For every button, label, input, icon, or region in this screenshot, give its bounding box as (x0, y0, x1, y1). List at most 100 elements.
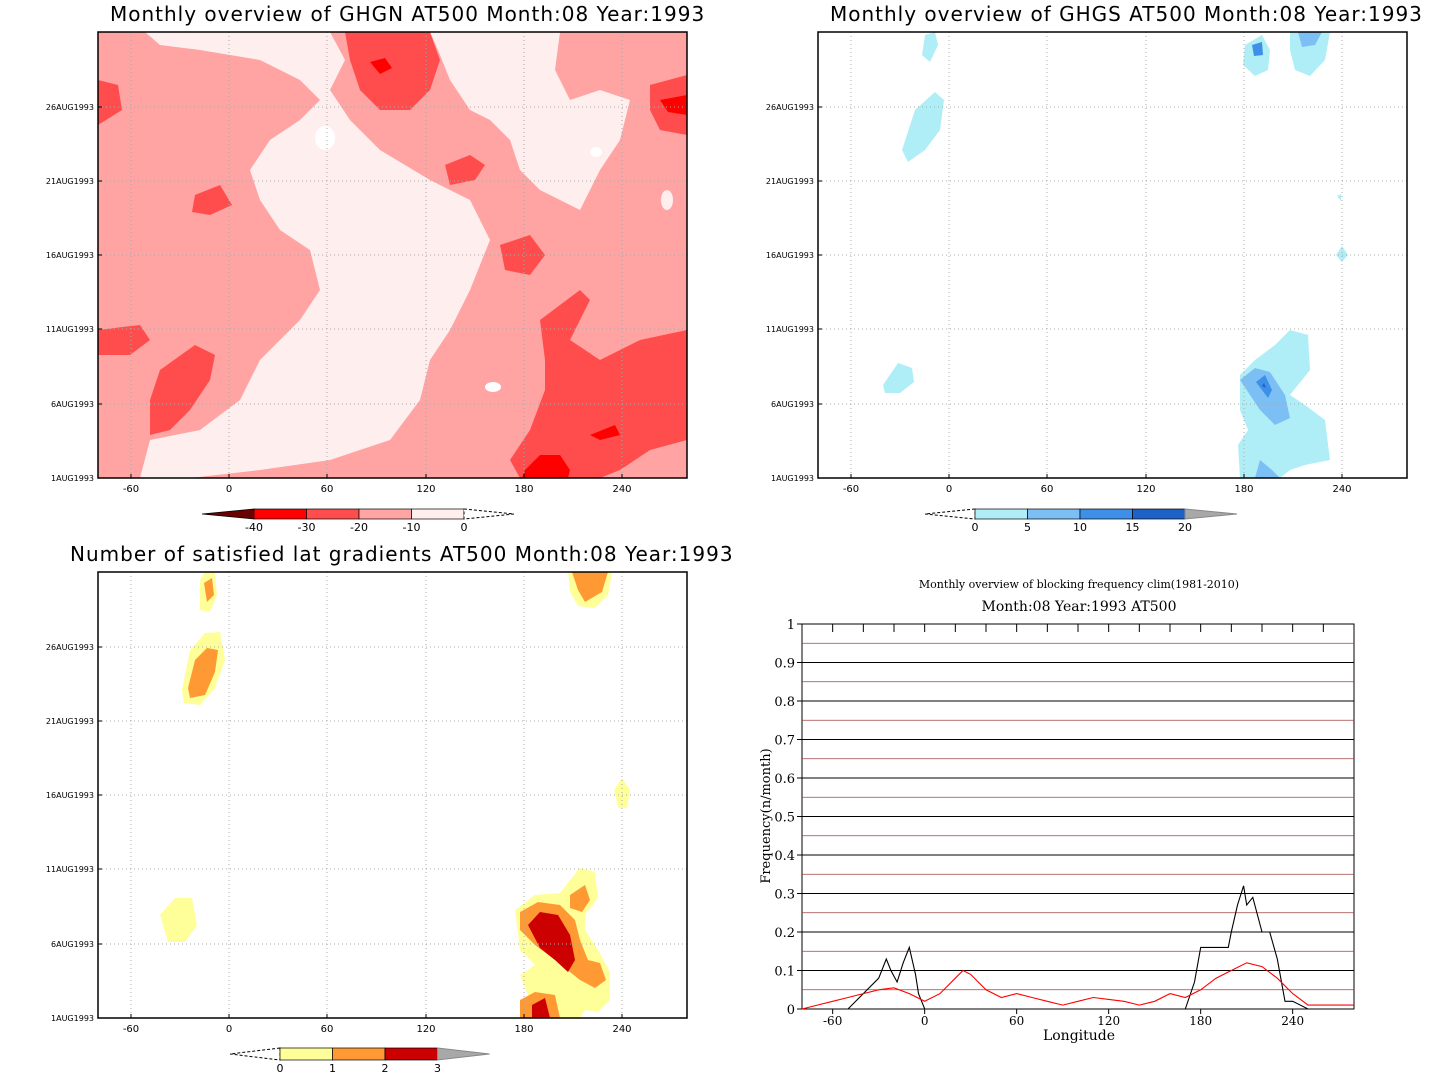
colorbar-label: 0 (972, 521, 979, 534)
ghgn-contour-field (98, 32, 687, 478)
colorbar-label: -30 (298, 521, 316, 534)
panel1-title: Monthly overview of GHGN AT500 Month:08 … (110, 2, 706, 26)
colorbar-segment (253, 508, 307, 520)
colorbar-label: 10 (1073, 521, 1087, 534)
colorbar-extend-right (463, 508, 515, 520)
x-tick-label: 240 (1332, 484, 1351, 495)
colorbar-label: 0 (461, 521, 468, 534)
panel3-title: Number of satisfied lat gradients AT500 … (70, 542, 734, 566)
y-tick-label: 1AUG1993 (51, 474, 94, 483)
x-tick-label: 0 (946, 484, 952, 495)
ghgs-grid (818, 32, 1407, 478)
x-tick-label: 60 (321, 1024, 334, 1035)
x-tick-label: -60 (123, 484, 139, 495)
y-tick-label: 0.6 (774, 772, 795, 787)
colorbar-label: 3 (434, 1062, 441, 1075)
x-tick-label: 180 (514, 484, 533, 495)
colorbar-extend-right (1184, 508, 1238, 520)
x-tick-label: 240 (612, 1024, 631, 1035)
x-tick-label: -60 (823, 1014, 842, 1028)
line-chart-title: Monthly overview of blocking frequency c… (919, 578, 1239, 591)
colorbar-extend-left (229, 1047, 281, 1061)
colorbar-ghgs: 0 5 10 15 20 (924, 508, 1238, 534)
y-tick-label: 0.2 (774, 926, 795, 941)
y-tick-label: 26AUG1993 (46, 103, 94, 112)
y-tick-label: 21AUG1993 (766, 177, 814, 186)
x-tick-label: 120 (416, 1024, 435, 1035)
panel2-title: Monthly overview of GHGS AT500 Month:08 … (830, 2, 1423, 26)
x-tick-label: 240 (1281, 1014, 1304, 1028)
colorbar-label: -40 (245, 521, 263, 534)
x-tick-label: 180 (514, 1024, 533, 1035)
line-chart-ylabel: Frequency(n/month) (759, 748, 774, 883)
x-tick-label: 60 (321, 484, 334, 495)
colorbar-segment (411, 508, 465, 520)
x-tick-label: -60 (123, 1024, 139, 1035)
y-tick-label: 0 (787, 1003, 795, 1018)
x-tick-label: 60 (1041, 484, 1054, 495)
colorbar-segment (1132, 508, 1186, 520)
colorbar-label: 1 (329, 1062, 336, 1075)
x-tick-label: -60 (843, 484, 859, 495)
series-line-red (801, 962, 1354, 1010)
y-tick-label: 6AUG1993 (51, 940, 94, 949)
colorbar-segment (279, 1047, 333, 1061)
x-tick-label: 120 (416, 484, 435, 495)
y-tick-label: 26AUG1993 (766, 103, 814, 112)
x-tick-label: 180 (1189, 1014, 1212, 1028)
colorbar-label: 20 (1178, 521, 1192, 534)
colorbar-label: 15 (1126, 521, 1140, 534)
colorbar-gradients: 0 1 2 3 (229, 1047, 490, 1075)
colorbar-ghgn: -40 -30 -20 -10 0 (201, 508, 515, 534)
colorbar-label: 0 (277, 1062, 284, 1075)
y-tick-label: 16AUG1993 (766, 251, 814, 260)
colorbar-label: 2 (382, 1062, 389, 1075)
gradients-grid (98, 572, 687, 1018)
y-tick-label: 0.4 (774, 849, 795, 864)
series-line-black (802, 885, 1354, 1010)
x-tick-label: 0 (226, 484, 232, 495)
x-tick-label: 60 (1009, 1014, 1024, 1028)
y-tick-label: 0.7 (774, 734, 795, 749)
y-tick-label: 6AUG1993 (771, 400, 814, 409)
y-tick-label: 11AUG1993 (46, 865, 94, 874)
y-tick-label: 0.9 (774, 657, 795, 672)
colorbar-label: 5 (1024, 521, 1031, 534)
y-tick-label: 1AUG1993 (51, 1014, 94, 1023)
y-tick-label: 1 (787, 618, 795, 633)
x-tick-label: 0 (921, 1014, 929, 1028)
y-tick-label: 0.5 (774, 811, 795, 826)
y-tick-label: 21AUG1993 (46, 177, 94, 186)
colorbar-label: -10 (403, 521, 421, 534)
gradients-contour-field (160, 572, 630, 1018)
y-tick-label: 0.8 (774, 695, 795, 710)
colorbar-segment (974, 508, 1028, 520)
y-tick-label: 16AUG1993 (46, 791, 94, 800)
y-tick-label: 6AUG1993 (51, 400, 94, 409)
y-tick-label: 0.3 (774, 888, 795, 903)
colorbar-extend-right (437, 1047, 490, 1061)
line-chart-xlabel: Longitude (1043, 1028, 1115, 1044)
x-tick-label: 180 (1234, 484, 1253, 495)
colorbar-segment (358, 508, 412, 520)
colorbar-extend-left (201, 508, 255, 520)
x-tick-label: 240 (612, 484, 631, 495)
y-tick-label: 1AUG1993 (771, 474, 814, 483)
colorbar-segment (1079, 508, 1133, 520)
y-tick-label: 0.1 (774, 965, 795, 980)
y-tick-label: 11AUG1993 (766, 325, 814, 334)
colorbar-segment (1027, 508, 1081, 520)
line-chart-subtitle: Month:08 Year:1993 AT500 (982, 599, 1177, 615)
colorbar-segment (306, 508, 360, 520)
y-tick-label: 21AUG1993 (46, 717, 94, 726)
colorbar-segment (384, 1047, 438, 1061)
ghgs-contour-field (883, 32, 1348, 478)
x-tick-label: 120 (1136, 484, 1155, 495)
colorbar-extend-left (924, 508, 976, 520)
colorbar-label: -20 (350, 521, 368, 534)
colorbar-segment (332, 1047, 386, 1061)
y-tick-label: 11AUG1993 (46, 325, 94, 334)
x-tick-label: 120 (1097, 1014, 1120, 1028)
x-tick-label: 0 (226, 1024, 232, 1035)
y-tick-label: 16AUG1993 (46, 251, 94, 260)
